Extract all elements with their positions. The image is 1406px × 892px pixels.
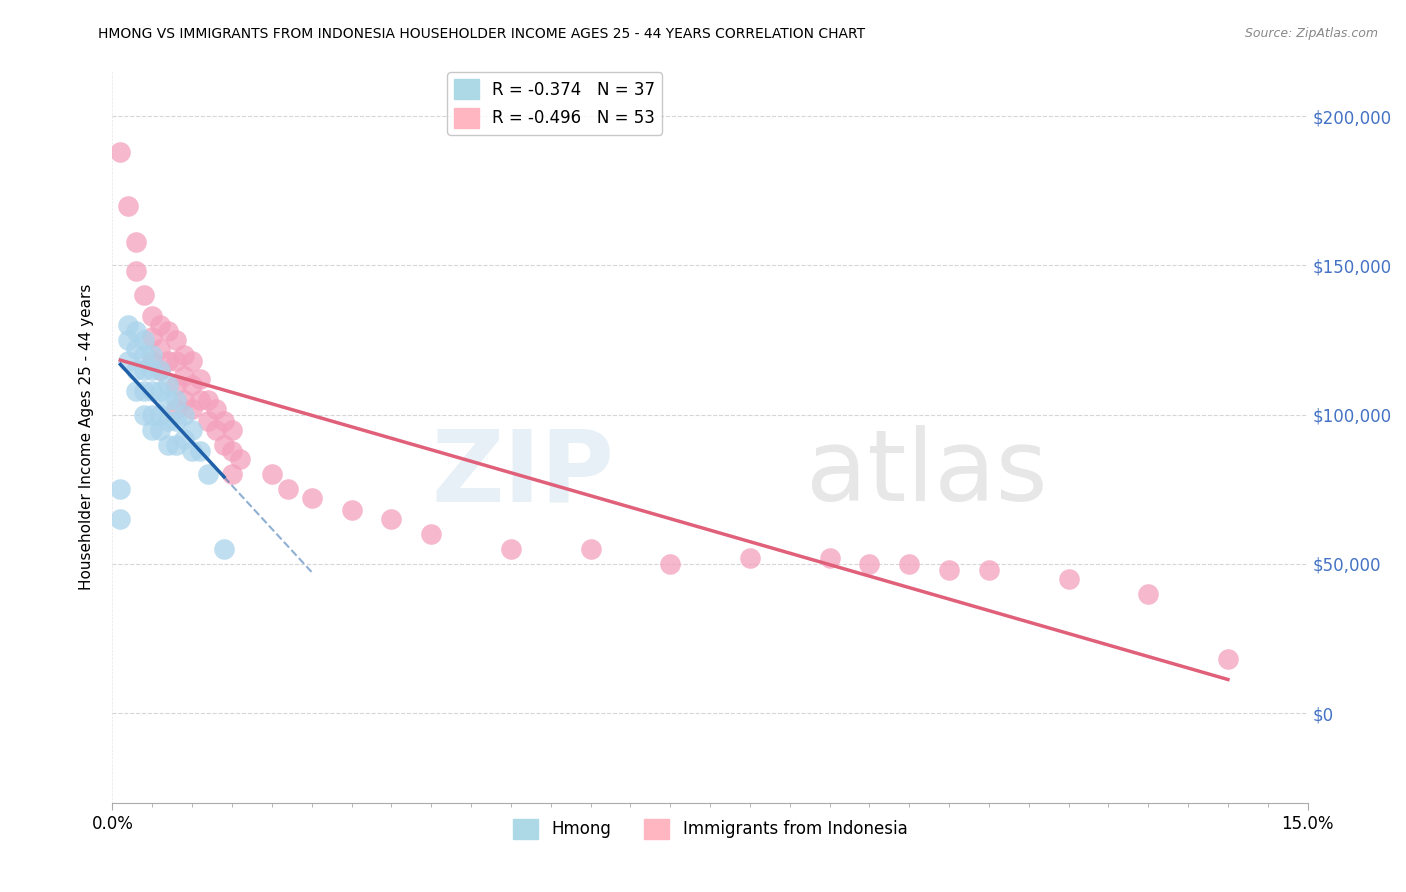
- Point: [197, 467, 219, 482]
- Point: [173, 348, 195, 362]
- Point: [1057, 572, 1080, 586]
- Point: [125, 324, 148, 338]
- Point: [229, 452, 252, 467]
- Point: [173, 368, 195, 383]
- Point: [188, 392, 211, 407]
- Point: [157, 324, 180, 338]
- Text: atlas: atlas: [806, 425, 1047, 522]
- Point: [134, 384, 156, 398]
- Point: [205, 401, 228, 416]
- Point: [157, 377, 180, 392]
- Point: [221, 467, 243, 482]
- Point: [117, 199, 139, 213]
- Point: [141, 354, 163, 368]
- Point: [165, 437, 187, 451]
- Point: [149, 318, 172, 332]
- Point: [134, 288, 156, 302]
- Point: [110, 512, 132, 526]
- Point: [173, 392, 195, 407]
- Point: [149, 363, 172, 377]
- Point: [134, 348, 156, 362]
- Point: [212, 542, 235, 557]
- Point: [858, 557, 880, 571]
- Point: [117, 333, 139, 347]
- Point: [188, 443, 211, 458]
- Point: [149, 363, 172, 377]
- Point: [141, 384, 163, 398]
- Point: [141, 330, 163, 344]
- Point: [165, 333, 187, 347]
- Point: [420, 527, 443, 541]
- Point: [117, 318, 139, 332]
- Point: [157, 392, 180, 407]
- Point: [157, 437, 180, 451]
- Point: [197, 414, 219, 428]
- Point: [1137, 587, 1160, 601]
- Point: [165, 401, 187, 416]
- Point: [165, 392, 187, 407]
- Point: [134, 333, 156, 347]
- Point: [165, 414, 187, 428]
- Point: [117, 354, 139, 368]
- Point: [340, 503, 363, 517]
- Point: [181, 443, 204, 458]
- Point: [134, 363, 156, 377]
- Point: [579, 542, 602, 557]
- Point: [141, 309, 163, 323]
- Point: [134, 408, 156, 422]
- Point: [499, 542, 522, 557]
- Point: [221, 423, 243, 437]
- Text: HMONG VS IMMIGRANTS FROM INDONESIA HOUSEHOLDER INCOME AGES 25 - 44 YEARS CORRELA: HMONG VS IMMIGRANTS FROM INDONESIA HOUSE…: [98, 27, 866, 41]
- Point: [977, 563, 1000, 577]
- Point: [181, 423, 204, 437]
- Point: [149, 423, 172, 437]
- Point: [181, 354, 204, 368]
- Point: [125, 342, 148, 356]
- Point: [110, 145, 132, 159]
- Point: [181, 401, 204, 416]
- Point: [125, 384, 148, 398]
- Point: [188, 372, 211, 386]
- Point: [221, 443, 243, 458]
- Legend: Hmong, Immigrants from Indonesia: Hmong, Immigrants from Indonesia: [506, 812, 914, 846]
- Point: [260, 467, 283, 482]
- Point: [141, 363, 163, 377]
- Point: [157, 354, 180, 368]
- Point: [197, 392, 219, 407]
- Point: [125, 235, 148, 249]
- Point: [125, 363, 148, 377]
- Point: [205, 423, 228, 437]
- Point: [110, 483, 132, 497]
- Point: [659, 557, 682, 571]
- Point: [165, 354, 187, 368]
- Point: [301, 491, 323, 506]
- Point: [141, 423, 163, 437]
- Text: ZIP: ZIP: [432, 425, 614, 522]
- Point: [738, 551, 761, 566]
- Point: [818, 551, 841, 566]
- Point: [212, 437, 235, 451]
- Point: [149, 408, 172, 422]
- Point: [1216, 652, 1239, 666]
- Point: [173, 408, 195, 422]
- Text: Source: ZipAtlas.com: Source: ZipAtlas.com: [1244, 27, 1378, 40]
- Point: [277, 483, 299, 497]
- Point: [157, 414, 180, 428]
- Point: [938, 563, 960, 577]
- Point: [165, 377, 187, 392]
- Point: [181, 377, 204, 392]
- Point: [125, 264, 148, 278]
- Point: [380, 512, 402, 526]
- Point: [898, 557, 921, 571]
- Point: [149, 342, 172, 356]
- Point: [173, 432, 195, 446]
- Point: [141, 348, 163, 362]
- Y-axis label: Householder Income Ages 25 - 44 years: Householder Income Ages 25 - 44 years: [79, 284, 94, 591]
- Point: [212, 414, 235, 428]
- Point: [149, 384, 172, 398]
- Point: [141, 408, 163, 422]
